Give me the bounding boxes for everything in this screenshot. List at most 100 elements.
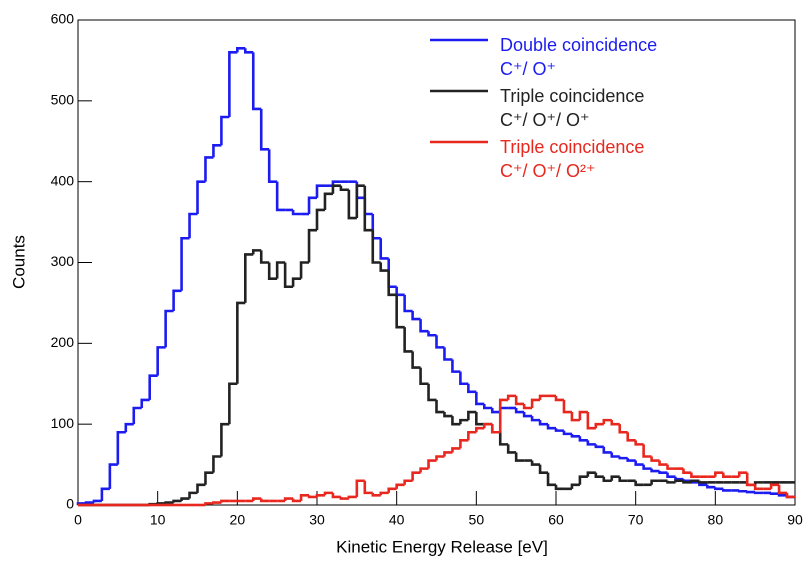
histogram-step <box>331 492 341 499</box>
histogram-step <box>180 236 190 291</box>
histogram-step <box>275 181 286 212</box>
histogram-step <box>220 422 230 457</box>
histogram-step <box>323 491 333 496</box>
histogram-step <box>307 495 317 499</box>
histogram-step <box>698 480 708 484</box>
histogram-step <box>204 156 214 182</box>
histogram-step <box>164 309 174 348</box>
histogram-step <box>650 468 660 473</box>
histogram-step <box>244 253 254 303</box>
histogram-step <box>745 472 756 487</box>
histogram-step <box>371 230 381 264</box>
histogram-step <box>291 209 302 216</box>
histogram-step <box>395 286 405 297</box>
histogram-step <box>164 501 174 504</box>
histogram-step <box>578 410 588 421</box>
histogram-step <box>769 492 780 495</box>
histogram-step <box>315 208 325 231</box>
histogram-step <box>594 472 604 479</box>
histogram-step <box>315 184 325 198</box>
histogram-step <box>379 491 389 496</box>
histogram-step <box>331 184 341 194</box>
histogram-step <box>132 406 142 425</box>
histogram-step <box>371 492 381 497</box>
histogram-step <box>554 484 564 491</box>
histogram-step <box>156 346 166 376</box>
histogram-step <box>538 464 549 474</box>
histogram-step <box>196 483 206 493</box>
histogram-step <box>116 430 126 465</box>
histogram-step <box>459 418 469 425</box>
histogram-step <box>618 424 628 434</box>
histogram-step <box>602 446 612 454</box>
histogram-step <box>506 444 517 454</box>
histogram-step <box>355 184 365 219</box>
histogram-step <box>722 488 732 492</box>
histogram-step <box>658 471 668 474</box>
histogram-step <box>690 472 700 479</box>
histogram-step <box>251 249 262 255</box>
x-tick-label: 50 <box>469 512 485 528</box>
histogram-step <box>522 403 533 410</box>
histogram-step <box>634 460 644 466</box>
x-tick-label: 30 <box>309 512 325 528</box>
y-tick-label: 0 <box>66 496 74 512</box>
x-tick-label: 80 <box>708 512 724 528</box>
histogram-step <box>244 48 254 54</box>
histogram-step <box>347 495 357 499</box>
histogram-step <box>530 460 541 466</box>
histogram-step <box>538 420 549 426</box>
histogram-step <box>602 476 612 483</box>
histogram-step <box>706 484 716 489</box>
histogram-step <box>339 185 349 192</box>
histogram-step <box>722 472 732 479</box>
histogram-step <box>387 270 397 297</box>
histogram-step <box>594 444 604 449</box>
histogram-step <box>586 412 596 430</box>
histogram-step <box>443 451 453 457</box>
y-tick-label: 400 <box>51 172 75 188</box>
histogram-step <box>275 261 286 279</box>
histogram-step <box>259 250 270 264</box>
histogram-step <box>650 479 660 485</box>
histogram-step <box>610 452 620 458</box>
histogram-step <box>586 440 596 446</box>
histogram-step <box>212 143 222 158</box>
y-tick-label: 500 <box>51 92 75 108</box>
histogram-step <box>554 428 564 432</box>
histogram-step <box>100 487 110 501</box>
histogram-step <box>514 408 525 414</box>
histogram-step <box>642 444 652 458</box>
histogram-step <box>435 399 445 414</box>
histogram-step <box>666 464 676 470</box>
histogram-step <box>307 228 317 263</box>
legend-ions: C⁺/ O⁺ <box>500 59 556 79</box>
histogram-step <box>562 430 572 436</box>
histogram-step <box>777 484 788 495</box>
histogram-step <box>666 480 676 484</box>
histogram-step <box>140 398 150 408</box>
histogram-step <box>291 498 302 503</box>
histogram-step <box>451 359 461 373</box>
histogram-step <box>283 262 294 289</box>
histogram-step <box>331 180 341 186</box>
histogram-step <box>443 347 453 361</box>
histogram-step <box>666 472 676 479</box>
histogram-step <box>459 439 469 449</box>
histogram-step <box>283 497 294 501</box>
histogram-step <box>299 261 310 279</box>
histogram-step <box>514 395 525 406</box>
histogram-step <box>530 398 541 408</box>
histogram-step <box>172 499 182 503</box>
histogram-step <box>658 460 668 466</box>
histogram-step <box>626 458 636 462</box>
histogram-step <box>634 440 644 446</box>
histogram-step <box>483 403 493 410</box>
x-tick-label: 90 <box>787 512 803 528</box>
histogram-step <box>737 471 748 477</box>
histogram-step <box>259 108 270 151</box>
histogram-step <box>92 499 102 503</box>
histogram-step <box>299 494 310 501</box>
histogram-step <box>634 480 644 487</box>
histogram-step <box>522 412 533 418</box>
